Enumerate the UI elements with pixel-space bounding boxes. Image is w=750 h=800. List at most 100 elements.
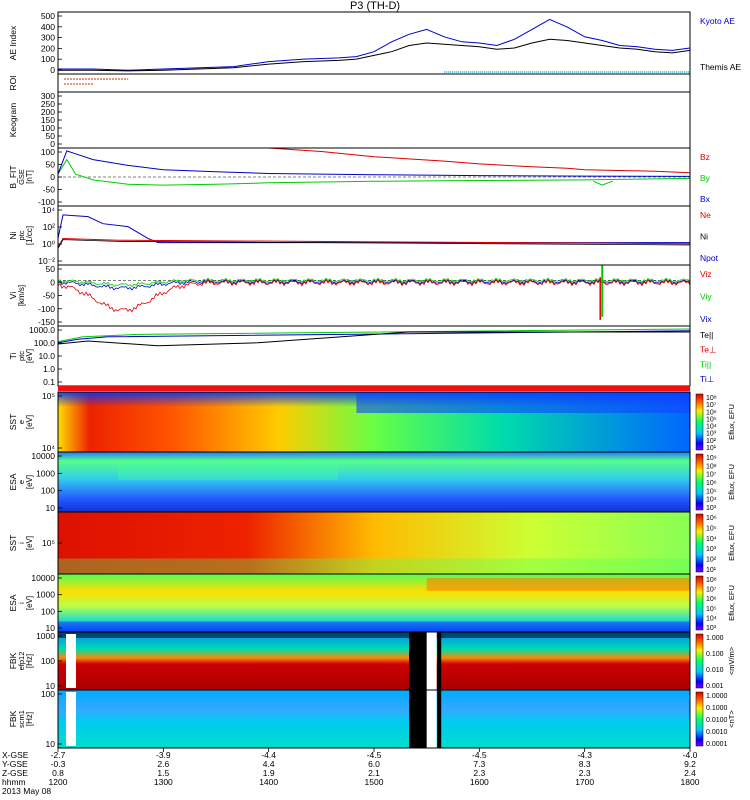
colorbar-tick-label: 10⁶: [706, 515, 717, 522]
series-line: [57, 158, 691, 186]
colorbar-tick-label: 10²: [706, 438, 717, 445]
y-axis-title: B_FIT: [8, 165, 18, 188]
y-tick-label: 0: [50, 172, 55, 182]
series-line: [57, 214, 690, 244]
legend-label: Bz: [700, 152, 710, 162]
y-tick-label: 10: [46, 623, 56, 633]
colorbar-tick-label: 10¹: [706, 567, 717, 574]
legend-label: Te||: [700, 330, 713, 340]
colorbar-tick-label: 10²: [706, 557, 717, 564]
y-axis-unit: [Hz]: [25, 654, 34, 668]
x-tick-label: 1700: [575, 777, 594, 787]
colorbar: [695, 691, 704, 747]
legend-label: Viy: [700, 292, 712, 302]
x-tick-label: -2.7: [51, 750, 66, 760]
x-tick-label: 9.2: [684, 759, 696, 769]
colorbar-tick-label: 10⁴: [706, 497, 717, 504]
colorbar-tick-label: 10⁴: [706, 424, 717, 431]
colorbar-tick-label: 10⁶: [706, 409, 717, 416]
series-line: [57, 237, 691, 248]
legend-label: Ti||: [700, 359, 711, 369]
colorbar-tick-label: 10³: [706, 546, 717, 553]
y-axis-sublabel: efp12: [17, 652, 26, 671]
legend-label: Vix: [700, 314, 712, 324]
colorbar-label: <mV/m>: [727, 646, 736, 675]
colorbar-tick-label: 10³: [706, 431, 717, 438]
y-axis-title: Ti: [8, 353, 18, 360]
data-gap: [437, 690, 442, 748]
colorbar-tick-label: 10⁶: [706, 596, 717, 603]
y-tick-label: 100: [41, 689, 55, 699]
x-tick-label: -4.5: [367, 750, 382, 760]
y-tick-label: -50: [43, 291, 56, 301]
y-tick-label: 1000: [36, 468, 55, 478]
y-axis-title: Ni: [8, 231, 18, 239]
y-tick-label: -50: [43, 185, 56, 195]
x-tick-label: 2.3: [473, 768, 485, 778]
panel-frame: [57, 325, 691, 387]
x-tick-label: 1.5: [157, 768, 169, 778]
legend-label: Ni: [700, 232, 708, 242]
y-tick-label: 1.0: [43, 364, 55, 374]
x-tick-label: 1600: [470, 777, 489, 787]
panel-fbk_e: 1000 100 10 FBK efp12 [Hz] 1.000 0.100 0.010 0.00…: [8, 631, 736, 691]
y-axis-sublabel: i: [17, 542, 26, 544]
x-tick-label: 8.3: [579, 759, 591, 769]
colorbar-tick-label: 0.1000: [706, 705, 728, 712]
colorbar-tick-label: 10⁸: [706, 577, 717, 584]
x-tick-label: 1500: [365, 777, 384, 787]
colorbar-title: <nT>: [727, 710, 736, 728]
data-gap: [426, 690, 437, 748]
y-tick-label: -100: [38, 304, 55, 314]
y-tick-label: 50: [46, 131, 56, 141]
y-axis-sublabel: i: [17, 602, 26, 604]
colorbar-tick-label: 10³: [706, 505, 717, 512]
x-row-label: Y-GSE: [2, 759, 28, 769]
colorbar-title: Eflux, EFU: [727, 585, 736, 621]
y-axis-unit: [km/s]: [17, 285, 26, 306]
x-tick-label: -4.0: [683, 750, 698, 760]
colorbar-tick-label: 10¹: [706, 445, 717, 452]
y-tick-label: -100: [38, 197, 55, 207]
y-tick-label: 10: [46, 739, 56, 749]
colorbar-tick-label: 0.001: [706, 683, 724, 690]
colorbar-tick-label: 0.0010: [706, 729, 728, 736]
legend-label: Themis AE: [700, 62, 741, 72]
series-line: [57, 330, 691, 344]
colorbar: [695, 453, 704, 511]
y-axis-label: FBK scm1 [Hz]: [8, 710, 34, 728]
y-tick-label: 250: [41, 99, 55, 109]
y-axis-sublabel: ptc: [17, 230, 26, 240]
y-tick-label: 300: [41, 91, 55, 101]
series-line: [58, 38, 691, 72]
y-axis-label: SST i [eV]: [8, 535, 34, 552]
x-tick-label: 2.1: [368, 768, 380, 778]
y-tick-label: 10⁴: [42, 205, 55, 215]
y-tick-label: 100: [41, 606, 55, 616]
legend-label: Bx: [700, 194, 711, 204]
figure-title: P3 (TH-D): [349, 0, 401, 12]
colorbar-label: Eflux, EFU: [727, 464, 736, 500]
y-axis-label: B_FIT GSE [nT]: [8, 165, 34, 188]
colorbar-tick-label: 10⁵: [706, 525, 717, 532]
legend-label: Ne: [700, 210, 711, 220]
colorbar-label: Eflux, EFU: [727, 525, 736, 561]
y-tick-label: 150: [41, 115, 55, 125]
x-tick-label: -4.5: [472, 750, 487, 760]
y-tick-label: 300: [41, 33, 55, 43]
y-tick-label: 10.0: [38, 351, 55, 361]
x-tick-label: 1800: [681, 777, 700, 787]
colorbar-title: <mV/m>: [727, 646, 736, 675]
y-tick-label: 100: [41, 147, 55, 157]
colorbar: [695, 513, 704, 573]
y-tick-label: 100: [41, 656, 55, 666]
y-tick-label: 10: [46, 681, 56, 691]
series-spike: [593, 180, 613, 186]
panel-frame: [57, 73, 691, 93]
x-tick-label: -4.4: [261, 750, 276, 760]
y-tick-label: 200: [41, 107, 55, 117]
y-axis-sublabel: ptc: [17, 351, 26, 361]
